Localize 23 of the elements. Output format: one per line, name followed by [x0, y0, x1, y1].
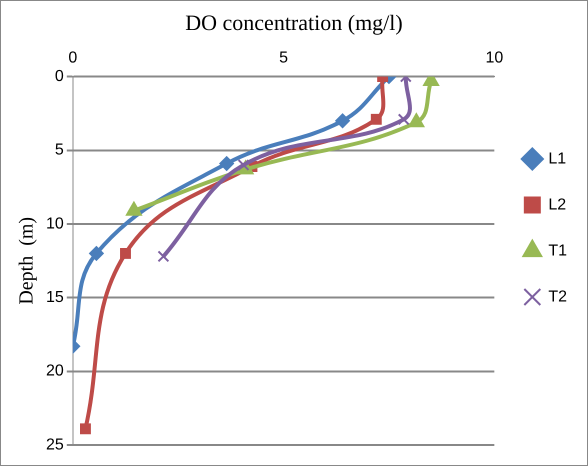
y-tick-label: 15 — [46, 289, 64, 306]
chart-title: DO concentration (mg/l) — [185, 10, 403, 35]
point — [219, 156, 234, 172]
point — [80, 423, 91, 434]
legend-label: L2 — [548, 196, 566, 214]
legend-label: T2 — [548, 288, 568, 306]
y-tick-label: 5 — [54, 142, 64, 159]
point — [398, 113, 410, 126]
y-tick-label: 25 — [46, 436, 64, 454]
point — [157, 250, 170, 262]
point — [88, 246, 104, 261]
x-tick-label: 0 — [68, 49, 78, 66]
y-tick-label: 0 — [54, 68, 64, 86]
x-tick-label: 5 — [279, 49, 288, 66]
point — [370, 114, 382, 125]
x-tick-label: 10 — [485, 49, 504, 66]
y-tick-label: 10 — [46, 215, 64, 232]
legend-label: T1 — [548, 242, 568, 260]
y-axis-title: Depth (m) — [15, 216, 38, 305]
y-tick-label: 20 — [46, 362, 64, 380]
point — [120, 248, 131, 259]
legend-label: L1 — [548, 150, 566, 168]
point — [335, 113, 350, 128]
